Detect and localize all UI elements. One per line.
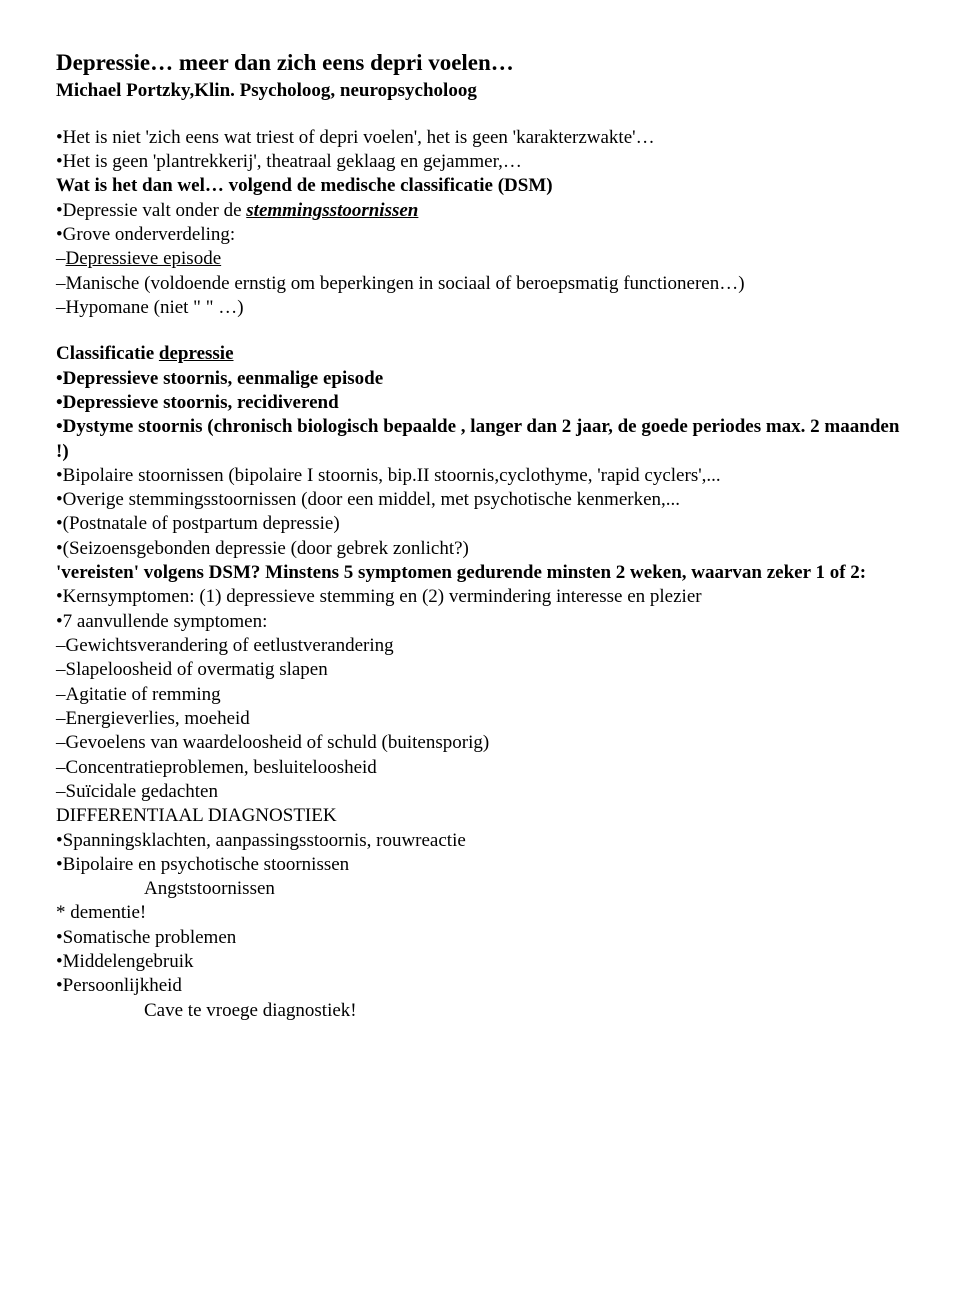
line: •Dystyme stoornis (chronisch biologisch …	[56, 415, 904, 464]
line: •Depressieve stoornis, recidiverend	[56, 391, 904, 415]
text-underlined: Depressieve episode	[66, 248, 222, 269]
line: •Bipolaire stoornissen (bipolaire I stoo…	[56, 464, 904, 488]
line: –Energieverlies, moeheid	[56, 707, 904, 731]
line: –Suïcidale gedachten	[56, 780, 904, 804]
text: Classificatie	[56, 343, 159, 364]
line: •(Postnatale of postpartum depressie)	[56, 512, 904, 536]
line: •Grove onderverdeling:	[56, 223, 904, 247]
text-underlined: depressie	[159, 343, 234, 364]
line: •Bipolaire en psychotische stoornissen	[56, 853, 904, 877]
text: •Depressie valt onder de	[56, 200, 246, 221]
line: –Hypomane (niet " " …)	[56, 296, 904, 320]
text-underlined: stemmingsstoornissen	[246, 200, 418, 221]
line: •7 aanvullende symptomen:	[56, 610, 904, 634]
section-heading: Classificatie depressie	[56, 342, 904, 366]
line: •Kernsymptomen: (1) depressieve stemming…	[56, 585, 904, 609]
dash: –	[56, 248, 66, 269]
line: –Depressieve episode	[56, 247, 904, 271]
line: •Somatische problemen	[56, 926, 904, 950]
line: –Concentratieproblemen, besluiteloosheid	[56, 756, 904, 780]
line: •Middelengebruik	[56, 950, 904, 974]
doc-author: Michael Portzky,Klin. Psycholoog, neurop…	[56, 79, 904, 103]
line: –Gewichtsverandering of eetlustveranderi…	[56, 634, 904, 658]
line: •Persoonlijkheid	[56, 974, 904, 998]
line: •(Seizoensgebonden depressie (door gebre…	[56, 537, 904, 561]
line-indented: Cave te vroege diagnostiek!	[56, 999, 904, 1023]
section-heading: DIFFERENTIAAL DIAGNOSTIEK	[56, 804, 904, 828]
doc-title: Depressie… meer dan zich eens depri voel…	[56, 48, 904, 77]
line: 'vereisten' volgens DSM? Minstens 5 symp…	[56, 561, 904, 585]
line: –Manische (voldoende ernstig om beperkin…	[56, 272, 904, 296]
line: * dementie!	[56, 901, 904, 925]
line: •Depressieve stoornis, eenmalige episode	[56, 367, 904, 391]
line: •Het is geen 'plantrekkerij', theatraal …	[56, 150, 904, 174]
line: •Het is niet 'zich eens wat triest of de…	[56, 126, 904, 150]
line: –Slapeloosheid of overmatig slapen	[56, 658, 904, 682]
line: –Gevoelens van waardeloosheid of schuld …	[56, 731, 904, 755]
line: •Overige stemmingsstoornissen (door een …	[56, 488, 904, 512]
line: –Agitatie of remming	[56, 683, 904, 707]
line: Wat is het dan wel… volgend de medische …	[56, 174, 904, 198]
line: •Depressie valt onder de stemmingsstoorn…	[56, 199, 904, 223]
line: •Spanningsklachten, aanpassingsstoornis,…	[56, 829, 904, 853]
line-indented: Angststoornissen	[56, 877, 904, 901]
